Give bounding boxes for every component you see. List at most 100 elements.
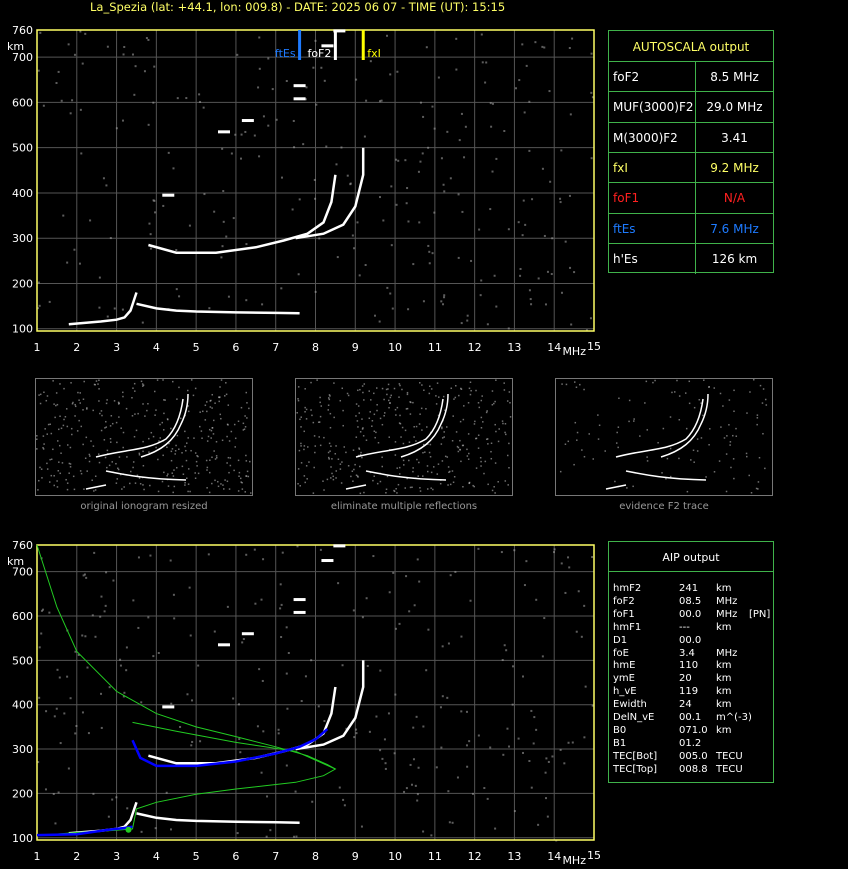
- thumb-noise-dot: [184, 484, 186, 486]
- thumb-noise-dot: [361, 418, 363, 420]
- thumb-noise-dot: [361, 428, 364, 430]
- thumb-noise-dot: [53, 484, 56, 487]
- thumb-noise-dot: [300, 445, 302, 447]
- thumb-noise-dot: [452, 481, 455, 484]
- thumb-noise-dot: [46, 468, 49, 470]
- bot-noise-dot: [525, 560, 528, 563]
- thumb-noise-dot: [333, 382, 335, 384]
- bot-noise-dot: [449, 574, 452, 577]
- thumb-noise-dot: [669, 447, 672, 450]
- top-noise-dot: [175, 288, 178, 291]
- thumb-noise-dot: [477, 447, 480, 449]
- aip-v: 008.8: [679, 763, 708, 775]
- aip-v: ---: [679, 621, 690, 633]
- top-noise-dot: [202, 106, 205, 109]
- thumb-noise-dot: [644, 402, 646, 404]
- bot-noise-dot: [471, 792, 474, 795]
- bot-noise-dot: [508, 745, 511, 748]
- echo-patch: [241, 632, 254, 636]
- bot-noise-dot: [170, 702, 173, 705]
- thumb-noise-dot: [129, 482, 131, 485]
- aip-k: hmE: [613, 660, 636, 672]
- top-noise-dot: [280, 287, 283, 290]
- thumb-noise-dot: [708, 386, 710, 388]
- bot-ytick: 200: [12, 787, 33, 800]
- top-noise-dot: [353, 247, 356, 250]
- bot-noise-dot: [132, 599, 135, 602]
- bot-noise-dot: [66, 675, 69, 678]
- top-noise-dot: [275, 118, 278, 121]
- thumb-noise-dot: [142, 484, 144, 486]
- thumb-noise-dot: [194, 452, 197, 454]
- aip-u: km: [716, 621, 732, 633]
- thumb-noise-dot: [215, 455, 218, 457]
- thumb-noise-dot: [317, 421, 320, 423]
- thumb-noise-dot: [59, 415, 61, 418]
- thumb-noise-dot: [604, 450, 606, 452]
- top-noise-dot: [66, 261, 69, 264]
- bot-noise-dot: [560, 562, 563, 565]
- top-noise-dot: [143, 70, 146, 73]
- bot-noise-dot: [468, 740, 471, 743]
- bot-noise-dot: [165, 791, 168, 794]
- thumb-noise-dot: [394, 441, 397, 443]
- bot-xtick: 7: [272, 850, 279, 863]
- thumb-noise-dot: [154, 414, 156, 416]
- top-noise-dot: [102, 177, 105, 180]
- thumb-noise-dot: [404, 429, 407, 432]
- thumb-noise-dot: [723, 437, 726, 439]
- aip-v: 3.4: [679, 647, 695, 659]
- bot-noise-dot: [191, 740, 194, 743]
- thumb-noise-dot: [135, 429, 138, 432]
- aip-k: foF1: [613, 608, 635, 620]
- thumb-noise-dot: [359, 388, 361, 391]
- top-noise-dot: [442, 183, 445, 186]
- bot-noise-dot: [100, 692, 103, 695]
- thumb-noise-dot: [37, 479, 40, 482]
- thumb-noise-dot: [368, 390, 371, 392]
- thumb-noise-dot: [173, 469, 175, 471]
- top-noise-dot: [98, 276, 101, 279]
- thumb-noise-dot: [365, 439, 368, 441]
- bot-noise-dot: [197, 664, 200, 667]
- thumb-noise-dot: [208, 471, 211, 474]
- thumb-noise-dot: [421, 384, 423, 386]
- thumb-noise-dot: [46, 462, 48, 465]
- top-noise-dot: [185, 97, 188, 100]
- bot-noise-dot: [40, 609, 43, 612]
- thumb-noise-dot: [597, 438, 600, 440]
- top-noise-dot: [172, 167, 175, 170]
- thumb-noise-dot: [412, 467, 414, 469]
- thumb-noise-dot: [508, 391, 511, 393]
- top-noise-dot: [537, 277, 540, 280]
- thumb-noise-dot: [401, 426, 404, 429]
- thumb-noise-dot: [490, 457, 493, 460]
- thumb-noise-dot: [299, 485, 302, 487]
- bot-noise-dot: [564, 591, 567, 594]
- thumb-noise-dot: [501, 420, 504, 422]
- top-noise-dot: [298, 198, 301, 201]
- thumb-noise-dot: [394, 454, 397, 456]
- thumb-trace: [140, 393, 189, 458]
- bot-noise-dot: [384, 767, 387, 770]
- thumb-noise-dot: [247, 475, 250, 478]
- thumb-noise-dot: [632, 485, 634, 488]
- top-noise-dot: [262, 115, 265, 118]
- bot-noise-dot: [439, 706, 442, 709]
- thumb-noise-dot: [297, 468, 300, 470]
- thumb-noise-dot: [308, 461, 310, 463]
- bot-noise-dot: [521, 675, 524, 678]
- bot-noise-dot: [523, 584, 526, 587]
- thumb-noise-dot: [728, 399, 731, 401]
- thumb-noise-dot: [196, 465, 198, 467]
- top-noise-dot: [141, 321, 144, 324]
- thumb-noise-dot: [175, 466, 178, 469]
- thumb-noise-dot: [171, 380, 174, 383]
- thumb-noise-dot: [758, 456, 761, 459]
- thumb-noise-dot: [415, 425, 418, 428]
- thumb-noise-dot: [493, 402, 495, 405]
- thumb-noise-dot: [371, 420, 374, 422]
- thumb-noise-dot: [201, 410, 204, 413]
- thumb-noise-dot: [700, 402, 702, 404]
- thumb-noise-dot: [387, 383, 390, 386]
